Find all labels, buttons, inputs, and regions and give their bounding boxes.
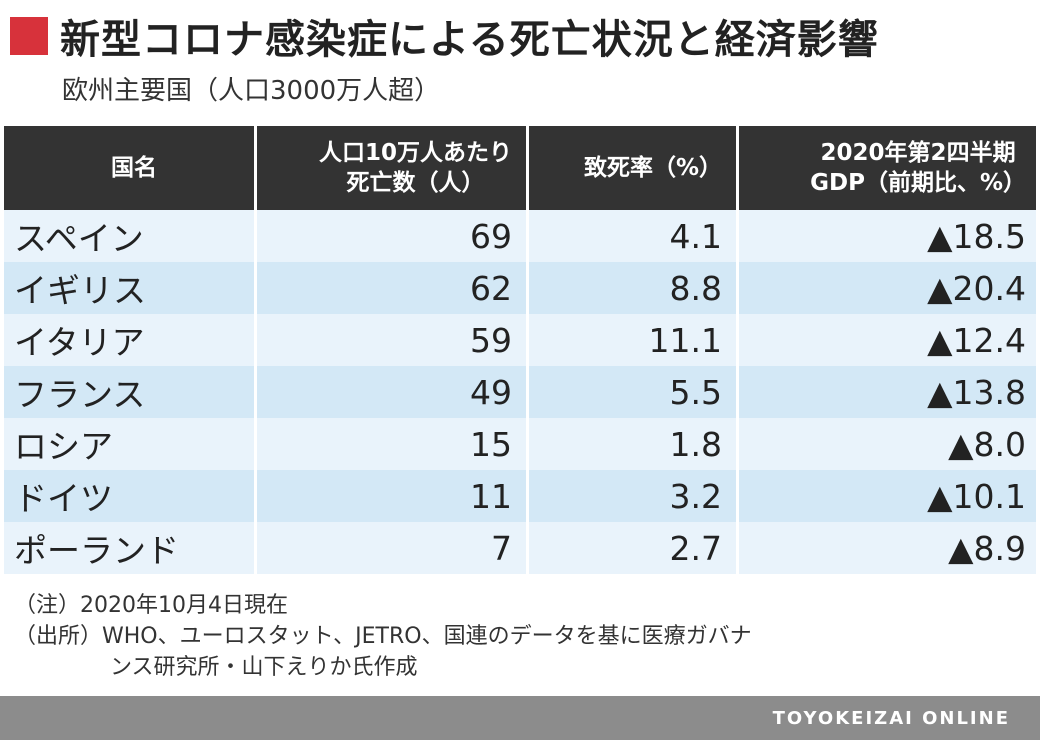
cell-country: イタリア bbox=[4, 314, 254, 366]
cell-country: ポーランド bbox=[4, 522, 254, 574]
table-row: イタリア 59 11.1 ▲12.4 bbox=[4, 314, 1036, 366]
cell-gdp: ▲8.0 bbox=[736, 418, 1036, 470]
cell-gdp: ▲12.4 bbox=[736, 314, 1036, 366]
cell-country: スペイン bbox=[4, 210, 254, 262]
source-line-1: （出所）WHO、ユーロスタット、JETRO、国連のデータを基に医療ガバナ bbox=[14, 624, 752, 649]
page-title: 新型コロナ感染症による死亡状況と経済影響 bbox=[60, 17, 879, 63]
cell-fatality: 8.8 bbox=[526, 262, 736, 314]
cell-fatality: 2.7 bbox=[526, 522, 736, 574]
cell-fatality: 4.1 bbox=[526, 210, 736, 262]
cell-gdp: ▲13.8 bbox=[736, 366, 1036, 418]
header-country: 国名 bbox=[4, 126, 254, 210]
cell-deaths: 49 bbox=[254, 366, 526, 418]
cell-deaths: 69 bbox=[254, 210, 526, 262]
cell-deaths: 11 bbox=[254, 470, 526, 522]
table-header: 国名 人口10万人あたり 死亡数（人） 致死率（%） 2020年第2四半期 GD… bbox=[4, 126, 1036, 210]
note-date: （注）2020年10月4日現在 bbox=[14, 593, 288, 618]
notes: （注）2020年10月4日現在 （出所）WHO、ユーロスタット、JETRO、国連… bbox=[14, 590, 752, 683]
header-fatality-rate: 致死率（%） bbox=[526, 126, 736, 210]
title-row: 新型コロナ感染症による死亡状況と経済影響 bbox=[10, 6, 879, 66]
cell-country: ドイツ bbox=[4, 470, 254, 522]
cell-country: イギリス bbox=[4, 262, 254, 314]
header-gdp: 2020年第2四半期 GDP（前期比、%） bbox=[736, 126, 1036, 210]
header-deaths-label: 人口10万人あたり 死亡数（人） bbox=[318, 140, 512, 196]
table-row: ドイツ 11 3.2 ▲10.1 bbox=[4, 470, 1036, 522]
cell-deaths: 7 bbox=[254, 522, 526, 574]
cell-country: フランス bbox=[4, 366, 254, 418]
cell-deaths: 62 bbox=[254, 262, 526, 314]
cell-gdp: ▲20.4 bbox=[736, 262, 1036, 314]
page-subtitle: 欧州主要国（人口3000万人超） bbox=[62, 76, 441, 106]
table-row: イギリス 62 8.8 ▲20.4 bbox=[4, 262, 1036, 314]
cell-fatality: 5.5 bbox=[526, 366, 736, 418]
data-table: 国名 人口10万人あたり 死亡数（人） 致死率（%） 2020年第2四半期 GD… bbox=[4, 126, 1036, 574]
cell-gdp: ▲18.5 bbox=[736, 210, 1036, 262]
cell-gdp: ▲8.9 bbox=[736, 522, 1036, 574]
footer-bar: TOYOKEIZAI ONLINE bbox=[0, 696, 1040, 740]
red-square-icon bbox=[10, 17, 48, 55]
cell-gdp: ▲10.1 bbox=[736, 470, 1036, 522]
table-row: ポーランド 7 2.7 ▲8.9 bbox=[4, 522, 1036, 574]
header-country-label: 国名 bbox=[111, 155, 157, 181]
cell-fatality: 11.1 bbox=[526, 314, 736, 366]
table-row: スペイン 69 4.1 ▲18.5 bbox=[4, 210, 1036, 262]
cell-fatality: 3.2 bbox=[526, 470, 736, 522]
cell-fatality: 1.8 bbox=[526, 418, 736, 470]
source-line-2: ンス研究所・山下えりか氏作成 bbox=[110, 655, 418, 680]
cell-country: ロシア bbox=[4, 418, 254, 470]
cell-deaths: 59 bbox=[254, 314, 526, 366]
header-deaths-per-100k: 人口10万人あたり 死亡数（人） bbox=[254, 126, 526, 210]
header-fatality-label: 致死率（%） bbox=[583, 155, 722, 181]
header-gdp-label: 2020年第2四半期 GDP（前期比、%） bbox=[810, 140, 1026, 196]
table-row: フランス 49 5.5 ▲13.8 bbox=[4, 366, 1036, 418]
cell-deaths: 15 bbox=[254, 418, 526, 470]
brand-label: TOYOKEIZAI ONLINE bbox=[772, 707, 1010, 729]
table-row: ロシア 15 1.8 ▲8.0 bbox=[4, 418, 1036, 470]
